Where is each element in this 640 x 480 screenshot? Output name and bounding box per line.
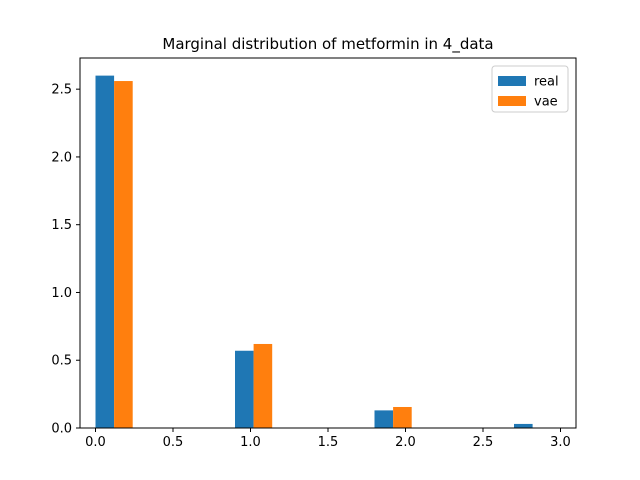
x-tick-label: 0.5 [163,435,184,450]
y-tick-label: 0.0 [51,422,72,437]
legend-label-real: real [534,75,559,90]
x-tick-label: 2.0 [395,435,416,450]
y-tick-label: 0.5 [51,354,72,369]
bar-real-0 [95,75,115,429]
chart-title: Marginal distribution of metformin in 4_… [162,35,493,54]
y-tick-label: 2.0 [51,150,72,165]
x-tick-label: 3.0 [550,435,571,450]
y-tick-label: 2.5 [51,83,72,98]
x-tick-label: 1.0 [240,435,261,450]
bar-vae-1 [253,343,273,428]
y-tick-label: 1.5 [51,218,72,233]
bars-layer [95,75,533,429]
legend-label-vae: vae [534,95,558,110]
bar-real-3 [514,423,533,428]
y-tick-label: 1.0 [51,286,72,301]
x-tick-label: 1.5 [318,435,339,450]
axes-layer: 0.0 0.5 1.0 1.5 2.0 2.5 3.0 0.0 0.5 1.0 1.5 2.0 2.5 [51,57,577,450]
x-tick-label: 2.5 [473,435,494,450]
legend: real vae [491,65,569,113]
bar-vae-2 [393,406,412,428]
bar-vae-0 [114,81,133,428]
x-tick-label: 0.0 [85,435,106,450]
legend-swatch-vae [498,96,526,106]
legend-swatch-real [498,76,526,86]
bar-real-2 [374,410,394,428]
bar-real-1 [235,350,254,428]
